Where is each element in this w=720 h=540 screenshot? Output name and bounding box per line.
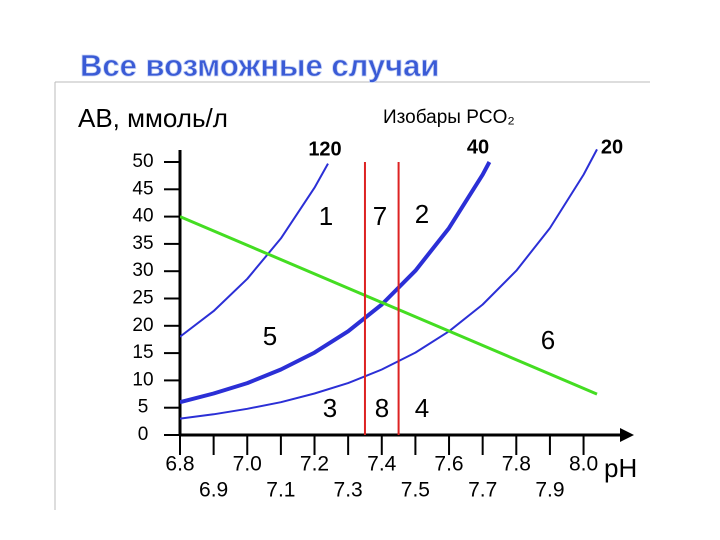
y-tick-label: 10 bbox=[132, 369, 153, 390]
x-axis-arrow bbox=[620, 428, 634, 442]
x-tick-label: 7.8 bbox=[502, 453, 531, 476]
region-label: 8 bbox=[375, 393, 389, 423]
isobar-value-label: 20 bbox=[601, 136, 623, 158]
region-label: 3 bbox=[323, 393, 337, 423]
y-axis-label: AB, ммоль/л bbox=[78, 103, 228, 133]
y-tick-label: 15 bbox=[132, 342, 153, 363]
y-tick-label: 35 bbox=[132, 233, 153, 254]
isobar-line bbox=[180, 161, 492, 405]
region-label: 1 bbox=[319, 201, 333, 231]
x-tick-label: 6.8 bbox=[165, 453, 194, 476]
y-tick-label: 25 bbox=[132, 288, 153, 309]
x-tick-label: 8.0 bbox=[569, 453, 598, 476]
x-tick-label: 7.2 bbox=[300, 453, 329, 476]
region-label: 7 bbox=[373, 201, 387, 231]
y-tick-label: 30 bbox=[132, 260, 153, 281]
y-tick-label: 40 bbox=[132, 206, 153, 227]
x-tick-label: 7.5 bbox=[401, 479, 430, 502]
isobar-value-label: 40 bbox=[467, 136, 489, 158]
x-tick-label: 7.7 bbox=[468, 479, 497, 502]
region-label: 2 bbox=[415, 199, 429, 229]
buffer-line bbox=[180, 215, 598, 396]
x-tick-label: 7.3 bbox=[334, 479, 363, 502]
x-tick-label: 7.9 bbox=[535, 479, 564, 502]
y-tick-label: 0 bbox=[138, 424, 149, 445]
region-label: 5 bbox=[263, 321, 277, 351]
x-tick-label: 7.0 bbox=[233, 453, 262, 476]
x-tick-label: 7.6 bbox=[434, 453, 463, 476]
x-tick-label: 6.9 bbox=[199, 479, 228, 502]
chart-title: Все возможные случаи bbox=[80, 48, 439, 83]
y-tick-label: 20 bbox=[132, 315, 153, 336]
isobar-value-label: 120 bbox=[308, 138, 341, 160]
x-tick-label: 7.1 bbox=[266, 479, 295, 502]
y-tick-label: 5 bbox=[138, 397, 149, 418]
plot-area bbox=[180, 148, 598, 420]
x-tick-label: 7.4 bbox=[367, 453, 397, 476]
y-tick-label: 50 bbox=[132, 151, 153, 172]
region-label: 4 bbox=[415, 393, 429, 423]
isobar-label: Изобары PCO₂ bbox=[383, 107, 515, 128]
x-axis-label: pH bbox=[604, 453, 637, 483]
isobar-line bbox=[180, 163, 329, 338]
y-tick-label: 45 bbox=[132, 178, 153, 199]
region-label: 6 bbox=[541, 325, 555, 355]
